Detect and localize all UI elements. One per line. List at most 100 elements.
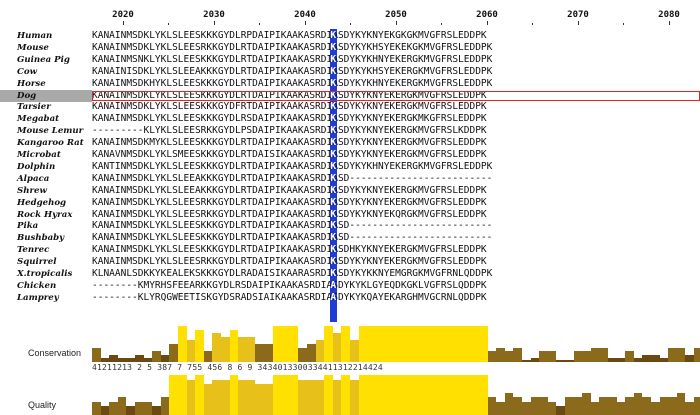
sequence-row[interactable]: KANAINMSDKLYKLSLEEAKKKGYDLRTDAIPIKAAKASR… — [92, 172, 493, 184]
conservation-bar — [599, 347, 608, 362]
conservation-bar — [530, 358, 540, 362]
sequence-row[interactable]: KANAINMSDKLYKLSLEESKKKGYDLRSDAIPIKAAKASR… — [92, 113, 487, 125]
conservation-bar — [436, 326, 445, 362]
conservation-bar — [100, 358, 110, 362]
species-name[interactable]: X.tropicalis — [17, 269, 73, 279]
conservation-bar — [479, 326, 488, 362]
species-name[interactable]: Tarsier — [17, 102, 51, 113]
species-name[interactable]: Lamprey — [17, 292, 59, 303]
quality-bar — [272, 375, 282, 415]
sequence-row[interactable]: KANTINMSDKLYKLSLEESKKKGYDLRTDAIPIKAAKASR… — [92, 160, 493, 172]
sequence-row[interactable]: KANAINMSDKLYKLSLEEAKKKGYDLRTDAIPIKAAKASR… — [92, 184, 487, 196]
species-name[interactable]: Mouse Lemur — [17, 126, 84, 137]
highlighted-residue: K — [330, 125, 337, 137]
species-name[interactable]: Squirrel — [17, 257, 57, 268]
conservation-bar — [410, 326, 419, 362]
highlighted-residue: K — [330, 41, 337, 53]
quality-bar — [375, 375, 385, 415]
highlighted-residue: A — [330, 279, 337, 291]
species-name[interactable]: Alpaca — [17, 173, 50, 184]
sequence-row[interactable]: KANAINMSDKLYKLSLEESRKKGYDLRTDAIPIKAAKASR… — [92, 41, 493, 53]
sequence-row[interactable]: KANAINMSDKLYKLSLEESKKKGYDLRTDAIPIKAAKASR… — [92, 232, 493, 244]
species-name[interactable]: Tenrec — [17, 245, 50, 256]
sequence-row[interactable]: KANAINMSDKLYKLSLEESRKKGYDLRTDAIPIKAAKASR… — [92, 208, 487, 220]
species-name[interactable]: Human — [17, 31, 53, 41]
sequence-row[interactable]: KANAINMSNKLYKLSLEESKKKGYDLRTDAIPIKAAKASR… — [92, 53, 493, 65]
quality-bar — [221, 379, 230, 415]
species-name[interactable]: Dog — [0, 89, 92, 102]
quality-bar — [539, 397, 548, 415]
quality-bar — [341, 375, 350, 415]
species-name[interactable]: Hedgehog — [17, 197, 67, 208]
conservation-bar — [281, 326, 290, 362]
conservation-bar — [367, 326, 376, 362]
ruler-tick — [669, 21, 670, 25]
conservation-bar — [573, 351, 583, 362]
conservation-bar — [633, 358, 643, 362]
conservation-bar — [659, 358, 669, 362]
sequence-row[interactable]: --------KMYRHSFEEARKKGYDLRSDAIPIKAAKASRD… — [92, 279, 487, 291]
quality-bar — [427, 375, 436, 415]
highlighted-residue: K — [330, 256, 337, 268]
species-name[interactable]: Pika — [17, 221, 39, 232]
conservation-bar — [272, 326, 282, 362]
sequence-row[interactable]: KANAINMSDKMYKLSLEESKKKGYDLRTDAIPIKAAKASR… — [92, 137, 487, 149]
ruler-tick — [214, 21, 215, 25]
species-name[interactable]: Rock Hyrax — [17, 209, 73, 220]
conservation-bar — [246, 336, 256, 362]
conservation-bar — [229, 329, 239, 362]
species-name[interactable]: Chicken — [17, 280, 57, 291]
highlighted-residue: K — [330, 232, 337, 244]
sequence-row[interactable]: KANAINMSDKLYKLSLEESKKKGYDFRTDAIPIKAAKASR… — [92, 101, 487, 113]
species-name[interactable]: Megabat — [17, 114, 60, 125]
species-name[interactable]: Bushbaby — [17, 233, 65, 244]
sequence-row[interactable]: KLNAANLSDKKYKEALEKSKKKGYDLRADAISIKAARASR… — [92, 268, 493, 279]
conservation-bar — [608, 358, 617, 362]
conservation-bar — [341, 326, 350, 362]
sequence-row[interactable]: KANAINMSDKLYKLSLEESKKKGYDLRPDAIPIKAAKASR… — [92, 30, 487, 41]
quality-bar — [573, 397, 583, 415]
sequence-row[interactable]: KANAINMSDKLYKLSLEESKKKGYDLRTDAIPIKAAKASR… — [92, 220, 493, 232]
sequence-row[interactable]: KANAINMSDKLYKLSLEESKKKGYDLRTDAIPIKAAKASR… — [92, 244, 487, 256]
sequence-row[interactable]: --------KLYRQGWEETISKGYDSRADSIAIKAAKASRD… — [92, 291, 487, 303]
ruler-minor-tick — [532, 23, 533, 25]
species-name[interactable]: Horse — [17, 78, 46, 89]
sequence-row[interactable]: KANAINMSDKLYKLSLEESRKKGYDLRTDAIPIKAAKASR… — [92, 256, 487, 268]
highlighted-column[interactable] — [329, 29, 337, 322]
quality-bar — [633, 393, 643, 415]
sequence-row[interactable]: KANAINMSDKLYKLSLEESKKKGYDLRTDAIPIKAAKASR… — [92, 89, 487, 101]
sequence-row[interactable]: KANAVNMSDKLYKLSMEESKKKGYDLRTDAISIKAAKASR… — [92, 149, 487, 160]
sequence-row[interactable]: KANAINMSDKHYKLSLEESKKKGYDLRTDAIPIKAAKASR… — [92, 77, 493, 89]
species-name[interactable]: Mouse — [17, 42, 49, 53]
highlighted-residue: K — [330, 172, 337, 184]
species-name[interactable]: Shrew — [17, 185, 47, 196]
conservation-bar — [676, 347, 686, 362]
conservation-bar — [350, 340, 359, 362]
quality-bar — [324, 375, 333, 415]
species-name[interactable]: Dolphin — [17, 161, 56, 172]
conservation-bar — [470, 326, 479, 362]
quality-bar — [186, 379, 196, 415]
quality-bar — [178, 375, 187, 415]
ruler-position-2080: 2080 — [658, 10, 680, 20]
sequence-row[interactable]: KANAINISDKLYKLSLEEAKKKGYDLRTDAIPIKAAKASR… — [92, 65, 493, 77]
quality-bar — [203, 384, 213, 415]
quality-bar — [651, 401, 660, 415]
quality-bar — [479, 375, 488, 415]
conservation-bar — [307, 344, 316, 362]
conservation-bar — [513, 347, 522, 362]
species-name[interactable]: Cow — [17, 66, 37, 77]
sequence-alignment-panel[interactable]: KANAINMSDKLYKLSLEESKKKGYDLRPDAIPIKAAKASR… — [92, 29, 700, 322]
species-name[interactable]: Microbat — [17, 150, 61, 160]
quality-bar — [307, 379, 316, 415]
highlighted-residue: K — [330, 268, 337, 279]
conservation-bar — [152, 351, 161, 362]
species-name[interactable]: Guinea Pig — [17, 54, 70, 65]
sequence-row[interactable]: ---------KLYKLSLEESRKKGYDLPSDAIPIKAAKASR… — [92, 125, 487, 137]
ruler-minor-tick — [623, 23, 624, 25]
conservation-bar — [358, 326, 368, 362]
highlighted-residue: K — [330, 113, 337, 125]
species-name[interactable]: Kangaroo Rat — [17, 138, 84, 149]
quality-bar — [393, 375, 402, 415]
sequence-row[interactable]: KANAINMSDKLYKLSLEESRKKGYDLRTDAIPIKAAKASR… — [92, 196, 487, 208]
